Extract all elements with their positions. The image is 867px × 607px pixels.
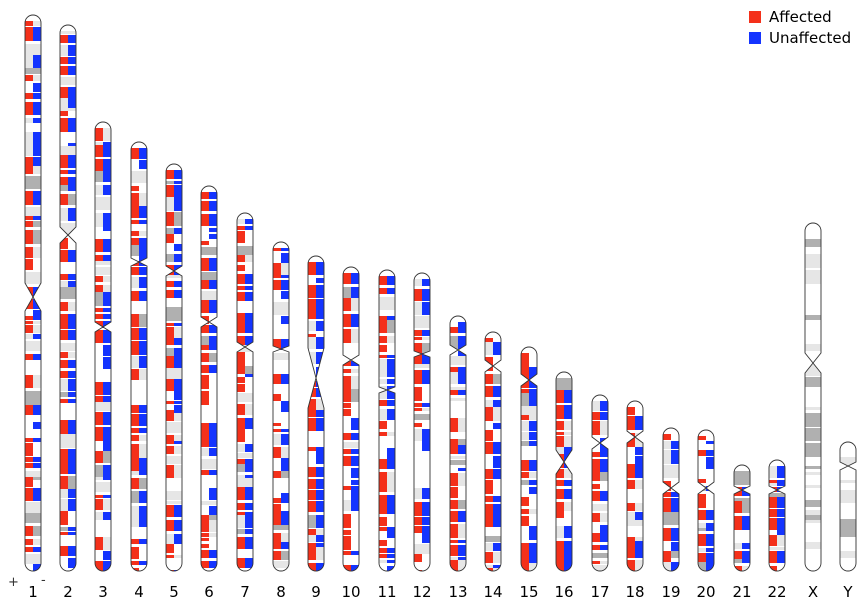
chromosome-10: 10	[341, 266, 361, 601]
chromosome-label-18: 18	[625, 583, 644, 601]
chromosome-8: 8	[272, 241, 290, 601]
legend-unaffected: Unaffected	[749, 30, 851, 46]
chromosome-11: 11	[377, 269, 397, 601]
chromosome-4: 4	[130, 141, 148, 601]
chromosome-label-6: 6	[204, 583, 214, 601]
chromosome-label-1: 1	[28, 583, 38, 601]
chromosome-label-5: 5	[169, 583, 179, 601]
chromosome-13: 13	[448, 315, 468, 601]
chromosome-19: 19	[661, 427, 681, 601]
strand-minus-label: -	[41, 573, 46, 588]
legend-affected: Affected	[749, 9, 832, 25]
chromosome-20: 20	[696, 429, 716, 601]
chromosome-15: 15	[519, 346, 539, 601]
strand-plus-label: +	[8, 575, 19, 590]
chromosome-16: 16	[554, 371, 574, 601]
chromosome-label-10: 10	[341, 583, 360, 601]
chromosome-label-Y: Y	[842, 583, 853, 601]
legend-affected-label: Affected	[769, 8, 832, 26]
legend-unaffected-label: Unaffected	[769, 29, 852, 47]
chromosome-7: 7	[236, 212, 254, 601]
chromosome-6: 6	[200, 185, 218, 601]
chromosome-14: 14	[483, 331, 503, 601]
chromosome-17: 17	[590, 394, 610, 601]
chromosome-label-22: 22	[767, 583, 786, 601]
chromosome-label-7: 7	[240, 583, 250, 601]
legend-affected-swatch	[749, 11, 761, 23]
chromosome-X: X	[804, 222, 822, 601]
chromosome-21: 21	[732, 464, 752, 601]
chromosome-Y: Y	[839, 441, 857, 601]
chromosome-label-17: 17	[590, 583, 609, 601]
chromosome-label-8: 8	[276, 583, 286, 601]
chromosome-label-21: 21	[732, 583, 751, 601]
legend-unaffected-swatch	[749, 32, 761, 44]
chromosome-label-11: 11	[377, 583, 396, 601]
chromosome-label-12: 12	[412, 583, 431, 601]
chromosome-label-15: 15	[519, 583, 538, 601]
chromosome-9: 9	[307, 255, 325, 601]
chromosome-5: 5	[165, 163, 183, 601]
chromosome-1: 1	[24, 14, 42, 601]
chromosome-label-19: 19	[661, 583, 680, 601]
chromosome-12: 12	[412, 272, 432, 601]
chromosome-label-X: X	[808, 583, 818, 601]
chromosome-label-3: 3	[98, 583, 108, 601]
chromosome-label-9: 9	[311, 583, 321, 601]
chromosome-22: 22	[767, 459, 787, 601]
chromosome-label-4: 4	[134, 583, 144, 601]
chromosome-18: 18	[625, 400, 645, 601]
chromosome-label-14: 14	[483, 583, 502, 601]
chromosome-3: 3	[94, 121, 112, 601]
chromosome-label-13: 13	[448, 583, 467, 601]
chromosome-label-16: 16	[554, 583, 573, 601]
chromosome-label-2: 2	[63, 583, 73, 601]
chromosome-2: 2	[59, 24, 77, 601]
chromosome-label-20: 20	[696, 583, 715, 601]
